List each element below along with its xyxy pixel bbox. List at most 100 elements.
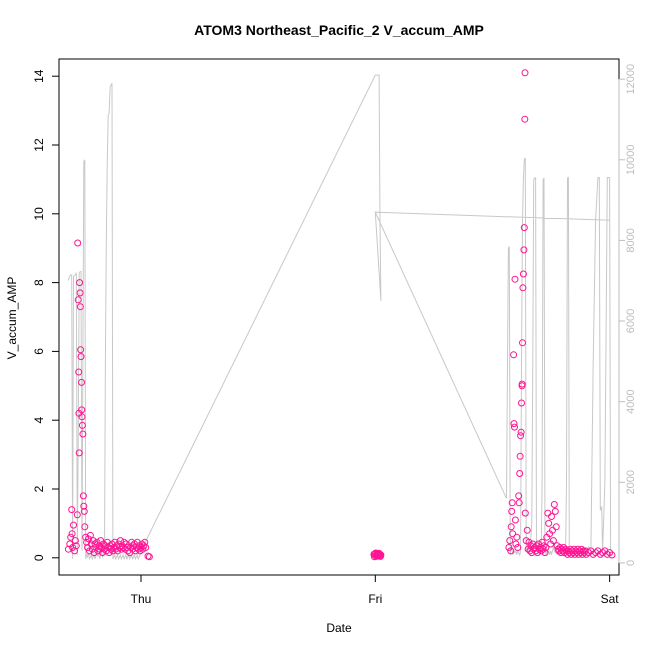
data-point: [114, 547, 122, 555]
data-point: [78, 413, 86, 421]
data-point: [551, 507, 559, 515]
data-point: [105, 549, 113, 557]
data-point: [550, 501, 558, 508]
data-point: [552, 523, 560, 531]
data-point: [549, 537, 557, 545]
data-point: [601, 547, 609, 555]
y-tick-label: 14: [32, 69, 46, 83]
y2-tick-label: 2000: [625, 470, 637, 494]
data-point: [520, 246, 528, 254]
y2-tick-label: 12000: [625, 64, 637, 95]
data-point: [516, 470, 524, 477]
data-point: [515, 499, 523, 507]
data-point: [84, 544, 92, 551]
data-point: [537, 547, 545, 555]
data-point: [538, 538, 546, 546]
data-point: [545, 519, 553, 527]
data-point: [67, 533, 75, 541]
y2-tick-label: 6000: [625, 309, 637, 333]
y2-tick-label: 8000: [625, 228, 637, 252]
data-point: [77, 353, 85, 361]
data-point: [71, 537, 79, 545]
data-point: [78, 421, 86, 429]
data-point: [582, 550, 590, 558]
data-point: [507, 547, 515, 555]
x-tick-label: Sat: [601, 592, 620, 606]
data-point: [596, 550, 604, 558]
data-point: [587, 547, 595, 555]
data-point: [509, 530, 517, 538]
data-point: [506, 537, 514, 545]
data-point: [79, 430, 87, 438]
data-point: [91, 540, 99, 548]
data-point: [519, 339, 526, 347]
data-point: [514, 544, 522, 551]
data-point: [505, 544, 513, 551]
y-axis-left: 0 2 4 6 8 10 12 14: [32, 69, 60, 561]
data-point: [76, 303, 84, 311]
data-point: [549, 526, 556, 534]
y-tick-label: 12: [32, 138, 46, 152]
y-tick-label: 6: [32, 348, 46, 355]
data-point: [75, 368, 83, 376]
data-point: [68, 506, 76, 514]
data-point: [515, 492, 523, 500]
data-point: [70, 521, 77, 529]
data-point: [74, 239, 82, 247]
data-point: [523, 526, 531, 534]
data-point: [80, 507, 88, 515]
y2-tick-label: 10000: [625, 144, 637, 175]
y-tick-label: 2: [32, 485, 46, 492]
data-point: [74, 296, 82, 304]
data-point: [83, 538, 91, 546]
data-point: [75, 449, 83, 457]
data-point: [140, 542, 148, 550]
data-point: [517, 428, 525, 436]
data-point: [77, 346, 85, 354]
data-point: [580, 549, 588, 557]
data-point: [72, 542, 80, 550]
data-point: [508, 507, 516, 515]
chart-title: ATOM3 Northeast_Pacific_2 V_accum_AMP: [194, 22, 484, 38]
y-tick-label: 4: [32, 417, 46, 424]
y-axis-right: 0 2000 4000 6000 8000 10000 12000: [618, 64, 637, 566]
y-tick-label: 0: [32, 554, 46, 561]
data-point: [542, 544, 550, 551]
data-point: [517, 432, 525, 440]
data-point: [93, 538, 101, 546]
data-point: [76, 279, 84, 287]
data-point: [521, 115, 529, 123]
data-point: [377, 551, 385, 559]
data-point: [507, 523, 515, 531]
data-point: [541, 549, 549, 557]
data-point: [510, 420, 518, 428]
data-point: [520, 224, 528, 232]
data-point: [594, 547, 602, 555]
data-point: [519, 270, 527, 278]
x-tick-label: Thu: [131, 592, 152, 606]
data-point: [512, 540, 520, 548]
data-point: [80, 502, 88, 510]
data-point: [521, 69, 529, 77]
data-point: [89, 537, 97, 545]
data-point: [516, 452, 524, 460]
data-point: [511, 423, 518, 431]
data-point: [145, 553, 153, 561]
data-point: [535, 545, 543, 553]
data-point: [511, 516, 519, 524]
y2-tick-label: 4000: [625, 389, 637, 413]
data-point: [81, 523, 89, 531]
data-point: [69, 544, 77, 551]
data-point: [518, 399, 525, 407]
data-point: [133, 538, 141, 546]
data-point: [79, 492, 87, 500]
y-axis-label: V_accum_AMP: [5, 277, 19, 360]
y-tick-label: 10: [32, 207, 46, 221]
data-point: [508, 499, 516, 507]
x-axis: Thu Fri Sat: [131, 574, 620, 606]
data-point: [606, 549, 614, 557]
data-point: [518, 380, 526, 388]
data-point: [603, 550, 611, 558]
points-layer: [64, 69, 616, 561]
